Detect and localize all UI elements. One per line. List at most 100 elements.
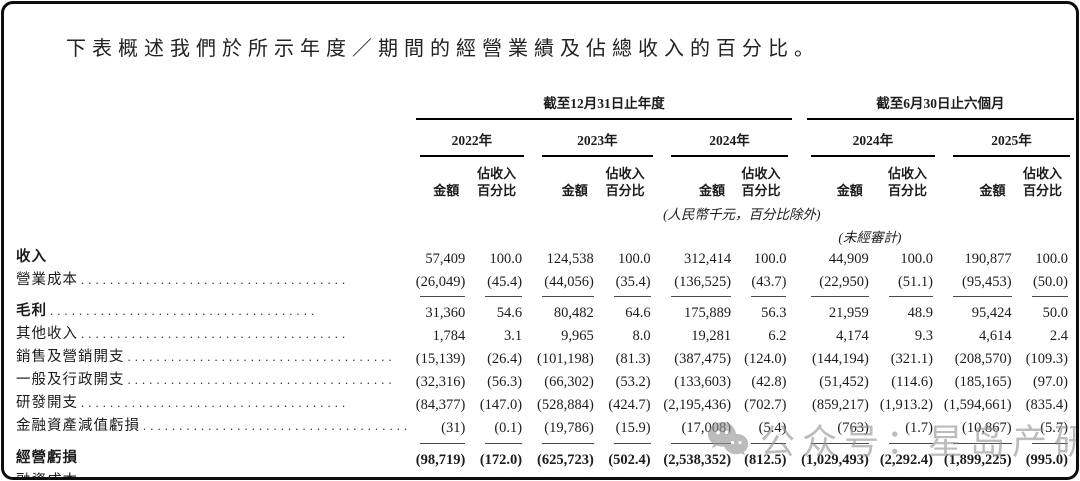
cell-value: (95,453) — [962, 273, 1012, 290]
rule-segment — [670, 295, 732, 297]
cell-value: 54.6 — [496, 304, 523, 321]
cell-value: (136,525) — [674, 273, 732, 290]
rule-segment — [485, 295, 523, 297]
cell-value: 57,409 — [425, 250, 466, 267]
cell-value: 6.2 — [768, 327, 787, 344]
cell-value: 31,360 — [425, 304, 466, 321]
cell-value: (15.9) — [615, 420, 651, 437]
cell-value: (147.0) — [479, 397, 523, 414]
cell-value: (133,603) — [674, 374, 732, 391]
cell-value: (81.3) — [615, 351, 651, 368]
table-row: 銷售及營銷開支 (15,139) (26.4) (101,198) (81.3)… — [16, 348, 1076, 371]
cell-value: (114.6) — [891, 374, 933, 391]
cell-value: (185,165) — [954, 374, 1012, 391]
rule-segment — [751, 442, 787, 444]
cell-value: (31) — [441, 420, 466, 437]
cell-value: (1.7) — [905, 420, 933, 437]
cell-value: 312,414 — [683, 250, 732, 267]
cell-value: 48.9 — [907, 304, 933, 321]
subheader-amount: 金額 — [979, 182, 1006, 198]
rule-segment — [1031, 295, 1068, 297]
cell-value: (19,786) — [544, 420, 594, 437]
cell-value: (42.8) — [751, 374, 787, 391]
cell-value: 64.6 — [625, 304, 651, 321]
row-label: 其他收入 — [16, 325, 78, 342]
cell-value: (835.4) — [1025, 397, 1068, 414]
rule-segment — [810, 295, 869, 297]
rule-segment — [810, 442, 869, 444]
cell-value: 80,482 — [553, 304, 594, 321]
cell-value: 100.0 — [1035, 250, 1068, 267]
cell-value: 4,174 — [836, 327, 869, 344]
table-row: 經營虧損 (98,719) (172.0) (625,723) (502.4) … — [16, 449, 1076, 472]
cell-value: (109.3) — [1025, 351, 1068, 368]
subheader-pct: 佔收入 百分比 — [1022, 165, 1062, 198]
rule-segment — [613, 295, 651, 297]
cell-value: 100.0 — [900, 250, 933, 267]
cell-value: (12.3) — [739, 472, 794, 477]
cell-value: (812.5) — [744, 451, 787, 468]
dot-leader — [50, 302, 408, 321]
cell-value: (0.1) — [494, 420, 523, 437]
group-header-annual: 截至12月31日止年度 — [408, 95, 795, 120]
cell-value: 21,959 — [828, 304, 869, 321]
cell-value: (702.7) — [744, 397, 787, 414]
cell-value: (9.9) — [473, 472, 530, 477]
cell-value: (1,594,661) — [943, 397, 1012, 414]
watermark: 公众号：星岛产研 — [706, 414, 1076, 465]
cell-value: (2,195,436) — [663, 397, 732, 414]
row-label: 銷售及營銷開支 — [16, 349, 125, 366]
rule-segment — [751, 295, 787, 297]
cell-value: (10,867) — [962, 420, 1012, 437]
cell-value: (43.7) — [751, 273, 787, 290]
cell-value: (101,198) — [536, 351, 594, 368]
cell-value: (32,316) — [415, 374, 466, 391]
table-row: 金融資產減值虧損 (31) (0.1) (19,786) (15.9) (17,… — [16, 417, 1076, 440]
cell-value: (2,538,352) — [663, 451, 732, 468]
subheader-amount: 金額 — [836, 182, 863, 198]
cell-value: 8.0 — [632, 327, 651, 344]
rule-row — [16, 441, 1076, 449]
cell-value: (1,913.2) — [879, 397, 933, 414]
cell-value: (27.9) — [1020, 472, 1076, 477]
cell-value: (53,270) — [941, 472, 1020, 477]
cell-value: (763) — [837, 420, 869, 437]
row-label: 一般及行政開支 — [16, 372, 125, 389]
rule-segment — [670, 442, 732, 444]
rule-segment — [888, 442, 933, 444]
cell-value: (172.0) — [479, 451, 523, 468]
table-row: 毛利 31,360 54.6 80,482 64.6 175,889 56.3 … — [16, 302, 1076, 325]
dot-leader — [128, 348, 408, 367]
subheader-pct: 佔收入 百分比 — [605, 165, 645, 198]
cell-value: (66,302) — [544, 374, 594, 391]
rule-segment — [419, 295, 466, 297]
cell-value: (84,377) — [415, 397, 466, 414]
subheader-amount: 金額 — [561, 182, 588, 198]
year-header-2023: 2023年 — [530, 120, 659, 157]
subheader-amount: 金額 — [699, 182, 726, 198]
cell-value: 9.3 — [914, 327, 933, 344]
dot-leader — [143, 417, 408, 436]
table-row: 一般及行政開支 (32,316) (56.3) (66,302) (53.2) … — [16, 371, 1076, 394]
rule-segment — [888, 295, 933, 297]
group-header-interim: 截至6月30日止六個月 — [799, 95, 1076, 120]
subheader-pct: 佔收入 百分比 — [741, 165, 781, 198]
year-header-2024: 2024年 — [659, 120, 795, 157]
cell-value: (26,049) — [415, 273, 466, 290]
row-label: 金融資產減值虧損 — [16, 418, 140, 435]
cell-value: (44,056) — [544, 273, 594, 290]
cell-value: 124,538 — [546, 250, 594, 267]
table-row: 其他收入 1,784 3.1 9,965 8.0 19,281 6.2 4,17… — [16, 325, 1076, 348]
year-header-2022: 2022年 — [408, 120, 530, 157]
cell-value: (528,884) — [536, 397, 594, 414]
row-label: 營業成本 — [16, 271, 78, 288]
cell-value: (97.0) — [1032, 374, 1068, 391]
row-label: 收入 — [16, 248, 47, 265]
subheader-pct: 佔收入 百分比 — [887, 165, 927, 198]
cell-value: (124.0) — [744, 351, 787, 368]
cell-value: (2,292.4) — [879, 451, 933, 468]
cell-value: (26.4) — [487, 351, 523, 368]
dot-leader — [81, 394, 408, 413]
table-row: 融資成本 (5,694) (9.9) (26,332) (21.1) (38,3… — [16, 472, 1076, 477]
